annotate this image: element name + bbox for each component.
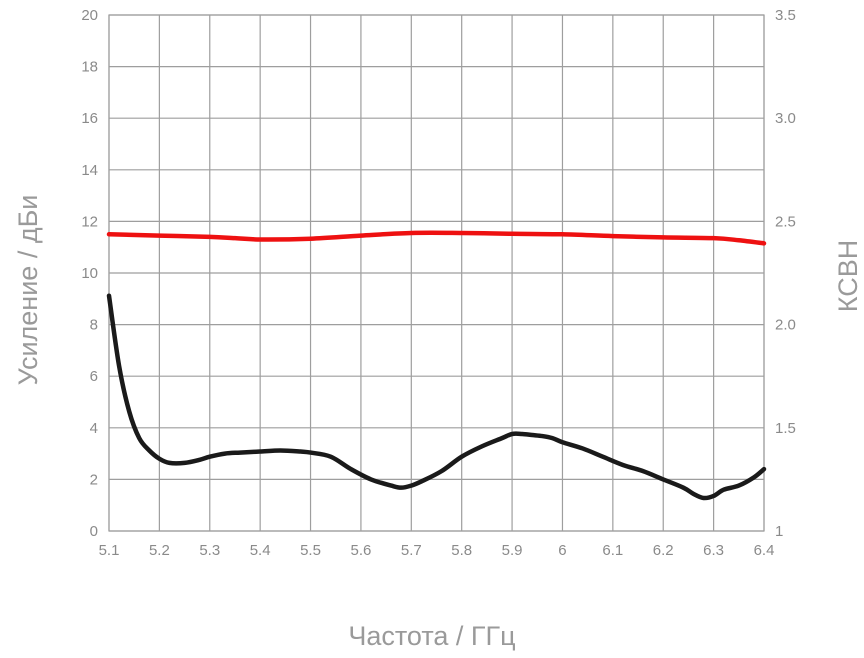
vswr-series-line — [106, 293, 767, 501]
y-axis-left-title: Усиление / дБи — [13, 195, 43, 386]
x-tick-label: 5.6 — [350, 542, 371, 559]
grid — [108, 14, 765, 532]
x-tick-label: 5.1 — [99, 542, 120, 559]
y-left-tick-label: 14 — [81, 162, 98, 179]
y-right-tick-label: 1 — [775, 523, 783, 540]
x-tick-label: 6.4 — [754, 542, 775, 559]
y-left-tick-label: 8 — [90, 317, 98, 334]
x-tick-label: 5.7 — [401, 542, 422, 559]
x-tick-label: 5.4 — [250, 542, 271, 559]
y-left-tick-label: 16 — [81, 110, 98, 127]
x-tick-label: 5.5 — [300, 542, 321, 559]
x-tick-label: 6 — [558, 542, 566, 559]
y-left-tick-label: 0 — [90, 523, 98, 540]
series-layer — [106, 230, 767, 501]
y-right-tick-label: 1.5 — [775, 420, 796, 437]
y-left-tick-label: 10 — [81, 265, 98, 282]
tick-labels: 5.1 5.2 5.3 5.4 5.5 5.6 5.7 5.8 5.9 6 6.1 6.2 6.3 6.4… — [81, 7, 796, 559]
y-left-tick-label: 6 — [90, 368, 98, 385]
y-axis-right-title: КСВН — [833, 240, 863, 312]
x-tick-label: 5.2 — [149, 542, 170, 559]
x-tick-label: 6.2 — [653, 542, 674, 559]
plot-frame — [108, 14, 765, 532]
x-tick-label: 5.3 — [199, 542, 220, 559]
y-left-tick-label: 18 — [81, 59, 98, 76]
x-tick-label: 5.9 — [502, 542, 523, 559]
x-axis-title: Частота / ГГц — [348, 621, 515, 651]
y-right-tick-label: 3.5 — [775, 7, 796, 24]
x-tick-label: 6.1 — [602, 542, 623, 559]
y-right-tick-label: 3.0 — [775, 110, 796, 127]
y-left-tick-label: 4 — [90, 420, 98, 437]
y-left-tick-label: 12 — [81, 213, 98, 230]
y-right-tick-label: 2.0 — [775, 317, 796, 334]
y-right-tick-label: 2.5 — [775, 213, 796, 230]
y-left-tick-label: 20 — [81, 7, 98, 24]
y-left-tick-label: 2 — [90, 471, 98, 488]
x-tick-label: 5.8 — [451, 542, 472, 559]
x-tick-label: 6.3 — [703, 542, 724, 559]
gain-series-line — [106, 230, 767, 246]
